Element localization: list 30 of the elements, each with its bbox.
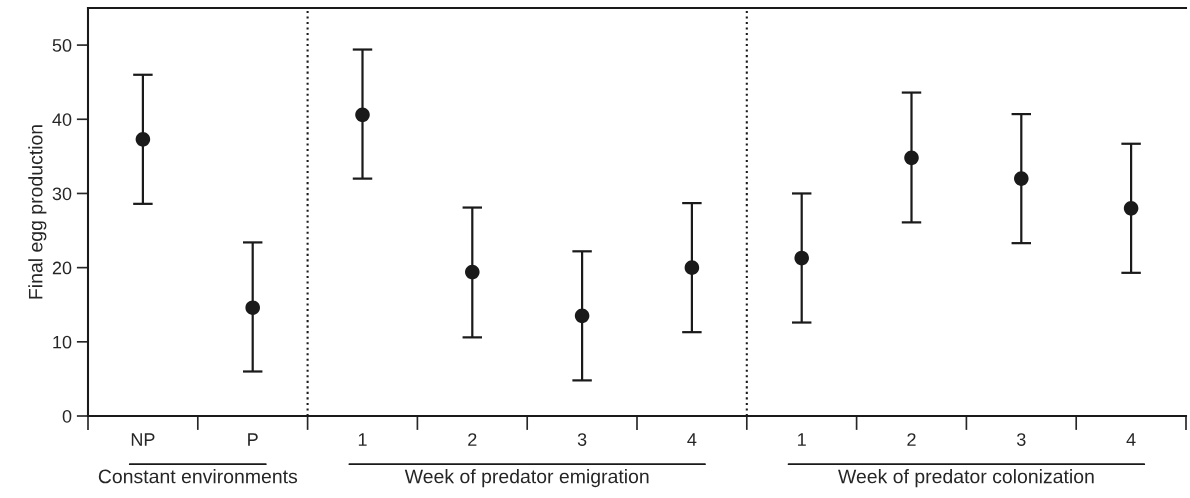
x-tick-label: 1	[358, 433, 367, 446]
point	[574, 308, 590, 324]
x-tick-label: P	[248, 433, 258, 446]
x-tick-label: 2	[468, 433, 477, 446]
x-tick-label: NP	[131, 433, 155, 446]
x-tick-label: 3	[1016, 433, 1026, 446]
x-tick-label: 4	[687, 433, 697, 446]
x-tick-label: 1	[798, 433, 806, 446]
text: Week of predator colonization	[838, 469, 1094, 488]
point	[1123, 201, 1139, 216]
y-tick-label: 40	[52, 113, 72, 126]
x-tick-label: 4	[1126, 433, 1136, 446]
y-tick-label: 0	[62, 409, 72, 423]
point	[794, 250, 809, 266]
x-tick-label: 3	[577, 433, 587, 446]
point	[1014, 171, 1029, 186]
y-axis-title: Final egg production	[28, 125, 47, 299]
y-tick-label: 20	[52, 261, 72, 275]
text: Week of predator emigration	[404, 469, 649, 488]
y-tick-label: 30	[52, 187, 72, 201]
point	[904, 150, 919, 166]
point	[684, 260, 700, 275]
point	[135, 132, 151, 147]
y-tick-label: 50	[52, 39, 72, 52]
point	[355, 107, 370, 123]
point	[465, 264, 480, 280]
x-tick-label: 2	[907, 433, 916, 446]
y-tick-label: 10	[53, 335, 72, 349]
point	[245, 300, 260, 315]
text: Constant environments	[98, 469, 298, 484]
